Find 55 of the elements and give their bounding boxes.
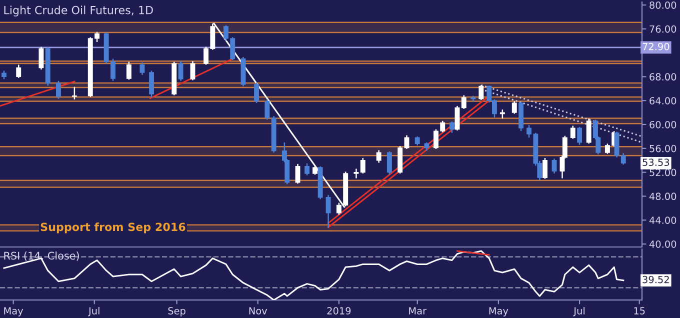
candlestick (542, 157, 548, 180)
ref-line-label: 72.90 (642, 42, 670, 50)
x-tick-label: 2019 (327, 307, 351, 314)
candlestick (386, 150, 392, 176)
x-tick-label: Sep (168, 307, 186, 316)
candlestick (512, 100, 517, 114)
x-tick-label: Jul (88, 306, 100, 316)
candlestick (56, 80, 61, 100)
candlestick (577, 126, 582, 146)
candlestick (126, 61, 132, 80)
y-tick-label: 48.00 (649, 192, 676, 200)
candlestick (454, 105, 460, 132)
candlestick (178, 60, 184, 82)
candlestick (461, 94, 466, 110)
candlestick (478, 84, 484, 101)
chart-title: Light Crude Oil Futures, 1D (4, 6, 153, 16)
candlestick (570, 125, 576, 140)
x-tick-label: May (489, 307, 508, 316)
candlestick (38, 46, 44, 70)
x-tick-label: Nov (249, 307, 268, 314)
candlestick (149, 70, 154, 98)
candlestick (295, 163, 300, 184)
band-label: Support from Sep 2016 (40, 222, 186, 234)
y-tick-label: 64.00 (650, 97, 676, 104)
candlestick (16, 64, 22, 79)
candlestick (190, 60, 196, 81)
candlestick (552, 158, 557, 174)
candlestick (140, 62, 145, 76)
candlestick (264, 98, 270, 120)
y-tick-label: 56.00 (650, 144, 676, 152)
candlestick (376, 150, 382, 164)
x-tick-label: 15 (634, 307, 645, 314)
annotation: 53.53 (642, 158, 670, 166)
annotation: 39.52 (642, 276, 669, 284)
y-tick-label: 44.00 (649, 216, 676, 224)
x-tick-label: Jul (573, 306, 584, 316)
y-tick-label: 40.00 (649, 240, 676, 248)
candlestick (304, 162, 310, 176)
y-tick-label: 68.00 (650, 73, 676, 81)
annotation: RSI (14, Close) (4, 252, 79, 261)
x-tick-label: May (4, 307, 24, 316)
y-tick-label: 60.00 (650, 120, 676, 128)
y-tick-label: 52.00 (650, 168, 676, 176)
candlestick (254, 82, 260, 104)
candlestick (614, 131, 620, 158)
y-tick-label: 76.00 (650, 25, 676, 33)
candlestick (449, 120, 454, 134)
candlestick (326, 194, 331, 229)
candlestick (620, 152, 626, 166)
candlestick (586, 118, 592, 144)
candlestick (72, 86, 77, 100)
candlestick (360, 157, 366, 174)
candlestick (354, 168, 359, 179)
y-tick-label: 80.00 (650, 1, 676, 9)
x-tick-label: Mar (409, 307, 427, 314)
